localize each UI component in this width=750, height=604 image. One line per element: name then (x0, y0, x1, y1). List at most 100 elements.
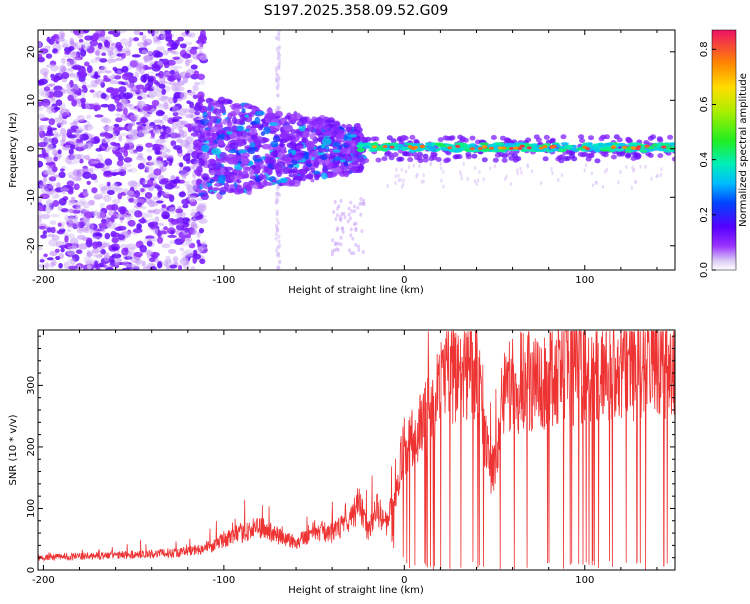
spectrogram-cell (170, 229, 175, 235)
spectrogram-cell (167, 234, 177, 238)
spectrogram-cell (409, 134, 416, 140)
spectrogram-cell (186, 233, 192, 239)
spectrogram-cell (310, 150, 319, 158)
spectrogram-cell (198, 41, 203, 50)
spectrogram-cell (103, 39, 109, 48)
spectrogram-cell (128, 37, 134, 43)
spectrogram-cell (497, 146, 503, 150)
spectrogram-cell (58, 245, 68, 249)
spectrogram-cell (420, 179, 423, 184)
spectrogram-cell (569, 147, 577, 151)
spectrogram-cell (79, 158, 84, 164)
spectrogram-cell (277, 66, 281, 71)
spectrogram-cell (199, 54, 209, 61)
spectrogram-cell (191, 229, 197, 236)
spectrogram-cell (111, 222, 118, 226)
spectrogram-cell (68, 45, 75, 52)
spectrogram-cell (178, 134, 186, 139)
spectrogram-cell (155, 109, 165, 117)
spectrogram-cell (64, 235, 69, 243)
spectrogram-cell (542, 145, 548, 149)
spectrogram-cell (78, 39, 84, 43)
spectrogram-cell (318, 117, 324, 126)
spectrogram-cell (151, 63, 160, 68)
spectrogram-cell (117, 234, 126, 241)
spectrogram-cell (506, 138, 513, 144)
spectrogram-cell (84, 154, 90, 161)
spectrogram-cell (164, 154, 174, 159)
spectrogram-cell (351, 236, 355, 241)
spectrogram-cell (520, 170, 523, 175)
spectrogram-cell (104, 232, 111, 240)
spectrogram-cell (201, 144, 210, 153)
spectrogram-cell (38, 264, 47, 268)
spectrogram-cell (269, 130, 277, 135)
spectrogram-cell (236, 179, 242, 184)
spectrogram-cell (288, 164, 294, 169)
y-tick-label: 200 (26, 437, 37, 456)
spectrogram-cell (56, 229, 65, 235)
spectrogram-cell (138, 100, 146, 109)
spectrogram-cell (146, 71, 155, 75)
x-tick-label: -100 (213, 275, 236, 286)
spectrogram-cell (427, 145, 436, 150)
spectrogram-cell (130, 264, 141, 269)
spectrogram-cell (193, 70, 200, 77)
spectrogram-cell (375, 157, 382, 163)
spectrogram-cell (160, 177, 170, 184)
spectrogram-cell (354, 228, 358, 233)
spectrogram-cell (116, 69, 122, 77)
spectrogram-cell (110, 214, 115, 223)
spectrogram-cell (604, 142, 613, 146)
spectrogram-cell (351, 161, 359, 166)
spectrogram-cell (48, 176, 57, 182)
spectrogram-cell (277, 234, 281, 239)
spectrogram-cell (163, 226, 169, 230)
spectrogram-cell (460, 176, 463, 181)
spectrogram-cell (117, 192, 123, 200)
spectrogram-cell (136, 155, 144, 161)
spectrogram-cell (76, 45, 82, 50)
spectrogram-cell (169, 206, 177, 214)
spectrogram-cell (194, 253, 202, 260)
spectrogram-cell (339, 235, 343, 240)
spectrogram-cell (422, 157, 429, 163)
spectrogram-cell (334, 156, 342, 161)
spectrogram-cell (276, 228, 280, 233)
spectrogram-cell (91, 187, 98, 194)
spectrogram-cell (249, 142, 256, 148)
spectrogram-cell (181, 198, 191, 205)
spectrogram-cell (75, 206, 81, 211)
spectrogram-cell (184, 59, 193, 63)
spectrogram-cell (265, 177, 273, 181)
spectrogram-cell (154, 51, 164, 58)
spectrogram-cell (343, 215, 347, 220)
spectrogram-cell (107, 103, 116, 112)
spectrogram-cell (117, 225, 127, 231)
spectrogram-cell (39, 259, 45, 263)
spectrogram-cell (179, 247, 184, 252)
spectrogram-cell (222, 118, 228, 125)
spectrogram-cell (163, 101, 169, 110)
spectrogram-cell (434, 142, 445, 146)
spectrogram-cell (350, 209, 354, 214)
spectrogram-cell (43, 86, 51, 92)
spectrogram-cell (82, 143, 92, 150)
spectrogram-cell (89, 89, 95, 93)
spectrogram-cell (41, 187, 50, 195)
spectrogram-cell (72, 84, 80, 91)
spectrogram-cell (160, 230, 167, 235)
spectrogram-cell (70, 257, 76, 266)
spectrogram-cell (189, 135, 195, 143)
spectrogram-cell (207, 122, 213, 129)
spectrogram-cell (274, 236, 278, 241)
y-tick-label: -20 (26, 238, 37, 254)
spectrogram-cell (153, 30, 159, 37)
spectrogram-cell (488, 146, 494, 150)
spectrogram-cell (395, 143, 405, 148)
spectrogram-cell (126, 168, 133, 173)
spectrogram-cell (240, 157, 250, 165)
spectrogram-cell (604, 169, 607, 174)
spectrogram-cell (466, 177, 469, 181)
spectrogram-cell (88, 199, 95, 206)
